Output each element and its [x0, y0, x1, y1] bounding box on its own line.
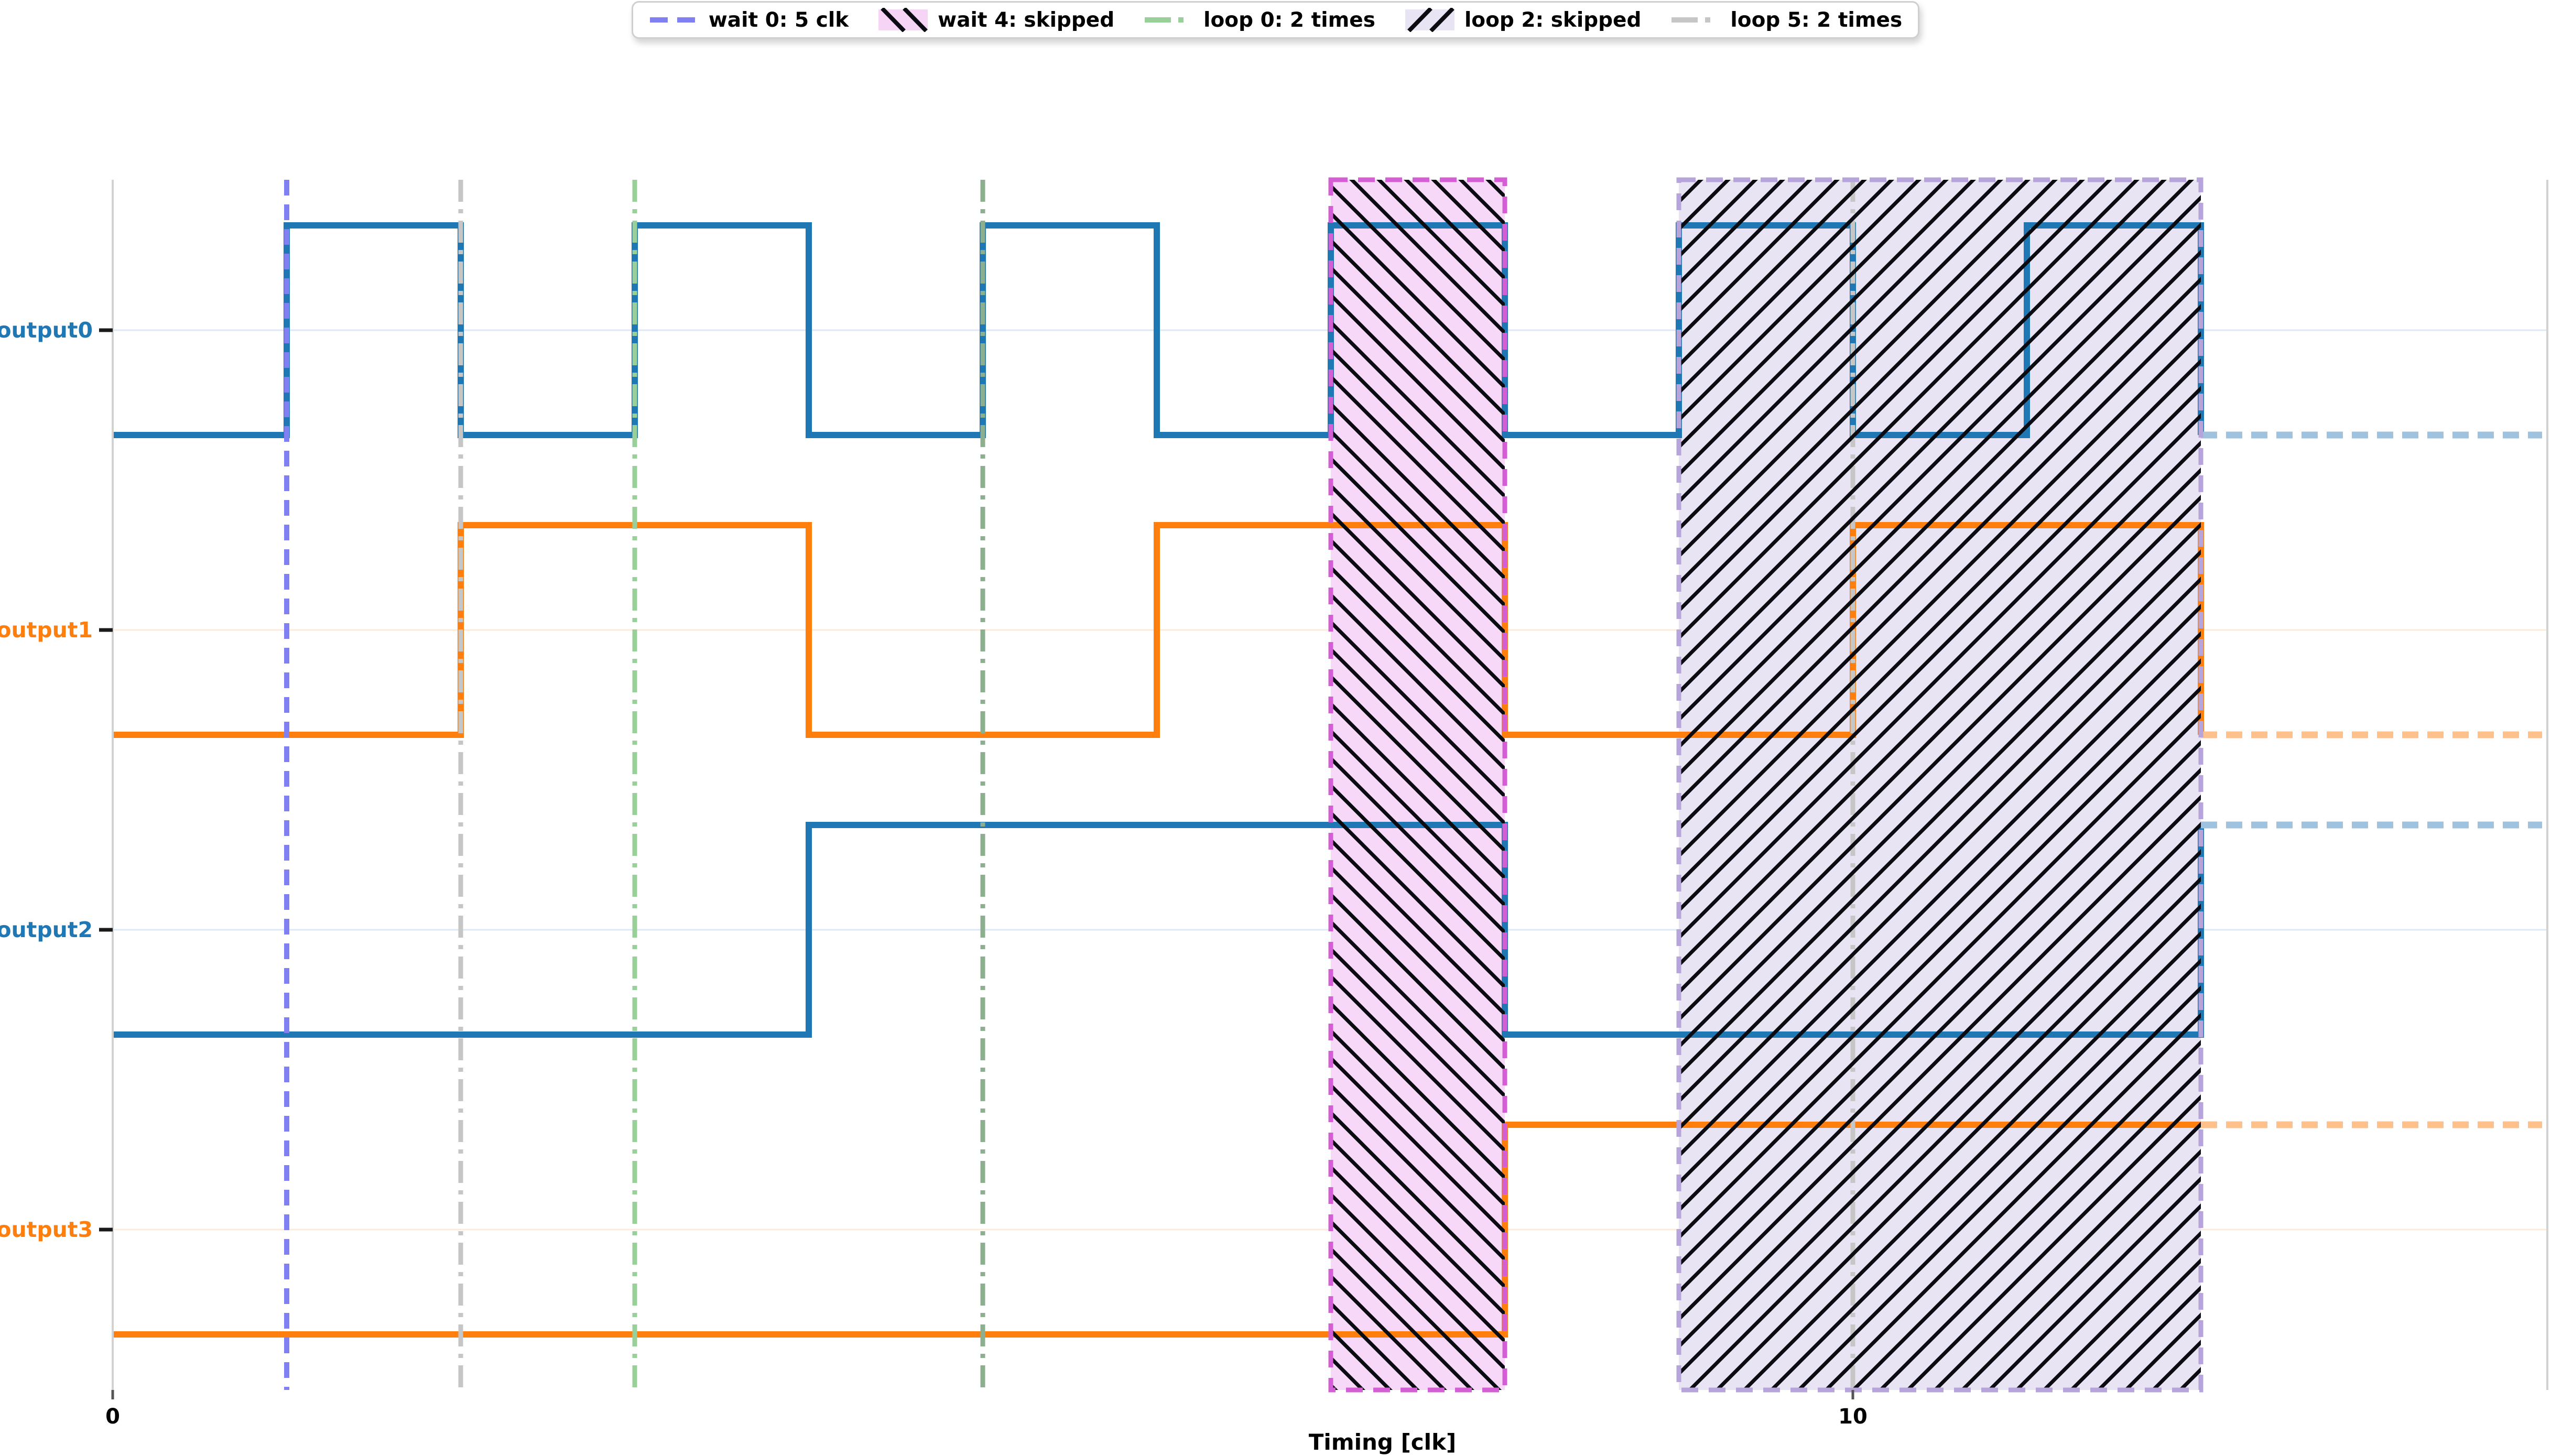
region-hatch-0 — [1331, 180, 1505, 1390]
dashdot-line-swatch-icon — [1145, 17, 1193, 23]
legend-label: loop 0: 2 times — [1203, 8, 1375, 32]
legend: wait 0: 5 clk wait 4: skipped loop 0: 2 … — [631, 1, 1920, 39]
legend-label: wait 0: 5 clk — [708, 8, 849, 32]
x-axis-title: Timing [clk] — [1309, 1429, 1456, 1455]
legend-item-loop2: loop 2: skipped — [1405, 8, 1641, 32]
y-tick-label-output0: output0 — [0, 318, 93, 343]
legend-item-loop0: loop 0: 2 times — [1144, 8, 1375, 32]
region-edge-0 — [1328, 177, 1507, 1393]
legend-item-loop5: loop 5: 2 times — [1670, 8, 1902, 32]
y-tick-label-output1: output1 — [0, 617, 93, 643]
region-hatch-1 — [1679, 180, 2201, 1390]
dashed-line-swatch-icon — [649, 17, 698, 23]
hatched-patch-swatch-icon — [878, 8, 928, 32]
legend-container: wait 0: 5 clk wait 4: skipped loop 0: 2 … — [631, 1, 1920, 39]
dashdot-line-swatch-icon — [1671, 17, 1720, 23]
legend-item-wait4: wait 4: skipped — [878, 8, 1114, 32]
legend-label: loop 2: skipped — [1464, 8, 1642, 32]
y-tick-label-output2: output2 — [0, 917, 93, 942]
x-tick-label-10: 10 — [1838, 1405, 1868, 1429]
legend-label: loop 5: 2 times — [1730, 8, 1903, 32]
y-tick-label-output3: output3 — [0, 1217, 93, 1242]
x-tick-label-0: 0 — [105, 1405, 120, 1429]
hatched-patch-swatch-icon — [1405, 8, 1454, 32]
legend-item-wait0: wait 0: 5 clk — [649, 8, 849, 32]
legend-label: wait 4: skipped — [938, 8, 1115, 32]
region-edge-1 — [1676, 177, 2203, 1393]
plot-area: output0 output1 output2 output3 0 10 Timing [c… — [0, 177, 2548, 1455]
